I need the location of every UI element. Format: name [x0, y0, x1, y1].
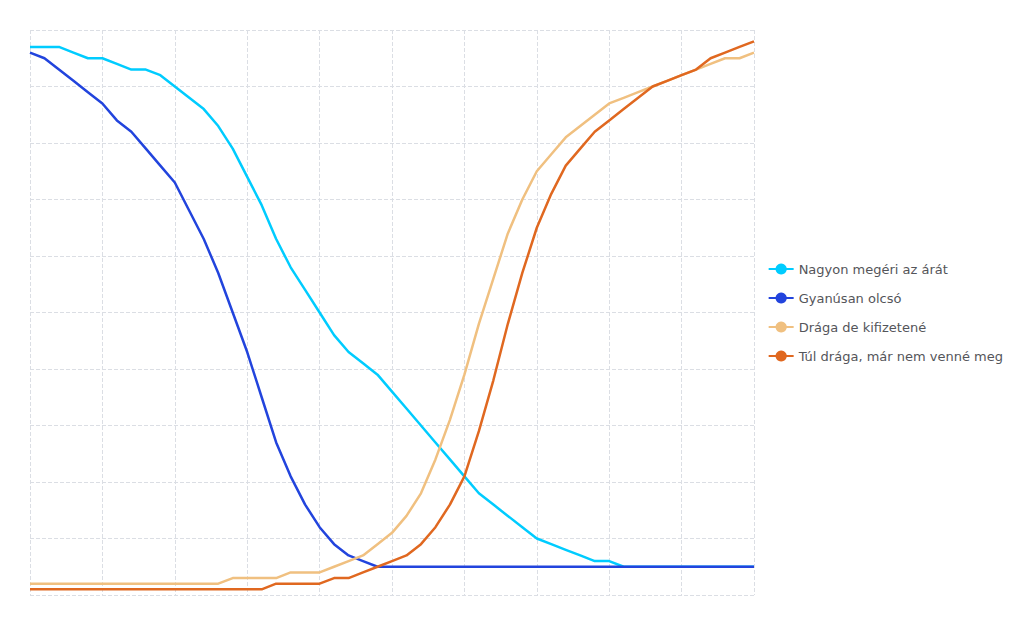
svg-text:Túl drága, már nem venné meg: Túl drága, már nem venné meg	[798, 349, 1003, 364]
svg-text:Drága de kifizetené: Drága de kifizetené	[799, 320, 927, 335]
svg-text:Nagyon megéri az árát: Nagyon megéri az árát	[799, 262, 948, 277]
svg-text:Gyanúsan olcsó: Gyanúsan olcsó	[799, 291, 902, 306]
